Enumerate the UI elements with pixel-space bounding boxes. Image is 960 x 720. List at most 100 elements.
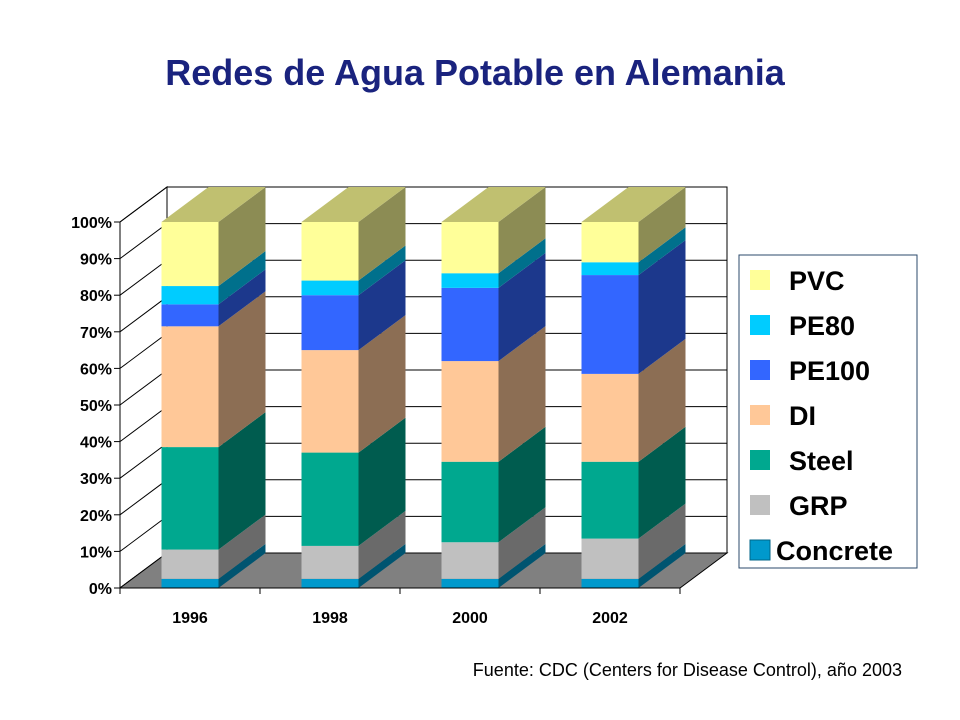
y-tick-label: 40% (80, 435, 112, 452)
legend-swatch (750, 450, 770, 470)
bar-face (161, 286, 219, 305)
legend-label: PE100 (789, 356, 870, 386)
bar-face (581, 222, 639, 263)
bar-di-2000 (441, 326, 546, 462)
bars (161, 187, 686, 588)
y-tick-label: 30% (80, 471, 112, 488)
bar-face (301, 545, 359, 579)
bar-stack-2002 (581, 187, 686, 588)
legend-label: Steel (789, 446, 854, 476)
bar-face (161, 578, 219, 588)
bar-pe80-1996 (161, 251, 266, 305)
bar-side (218, 514, 266, 579)
x-tick-label: 2000 (452, 610, 488, 627)
bar-face (581, 461, 639, 539)
legend-item-di: DI (750, 401, 816, 431)
bar-side (218, 251, 266, 305)
bar-side (358, 315, 406, 453)
bar-face (301, 280, 359, 296)
y-tick-label: 70% (80, 325, 112, 342)
bar-grp-2002 (581, 503, 686, 579)
bar-face (441, 578, 499, 588)
bar-face (161, 326, 219, 448)
bar-face (581, 262, 639, 276)
chart-title: Redes de Agua Potable en Alemania (165, 52, 785, 93)
bar-side (498, 326, 546, 462)
legend-item-grp: GRP (750, 491, 848, 521)
bar-pvc-1996 (161, 187, 266, 287)
y-tick-label: 100% (71, 215, 112, 232)
bar-face (301, 452, 359, 546)
bar-side (638, 503, 686, 579)
bar-top (581, 187, 686, 222)
y-axis: 0% 10% 20% 30% 40% 50% 60% 70% 80% 90% 100% (71, 215, 121, 598)
bar-pe100-2000 (441, 252, 546, 362)
bar-concrete-1996 (161, 543, 266, 588)
legend-label: GRP (789, 491, 848, 521)
bar-face (441, 273, 499, 288)
bar-face (581, 538, 639, 579)
bar-side (358, 245, 406, 296)
legend-item-concrete: Concrete (749, 536, 893, 566)
bar-side (638, 338, 686, 462)
bar-face (301, 578, 359, 588)
bar-side (358, 187, 406, 281)
bar-di-2002 (581, 338, 686, 462)
source-note: Fuente: CDC (Centers for Disease Control… (472, 660, 902, 680)
legend-swatch (750, 315, 770, 335)
legend-label: Concrete (776, 536, 893, 566)
bar-face (581, 275, 639, 374)
bar-face (441, 361, 499, 462)
bar-pvc-1998 (301, 187, 406, 281)
bar-face (301, 222, 359, 281)
legend-swatch (750, 405, 770, 425)
x-tick-label: 1998 (312, 610, 348, 627)
bar-face (161, 447, 219, 550)
bar-grp-1998 (301, 510, 406, 579)
y-tick-label: 10% (80, 544, 112, 561)
bar-di-1998 (301, 315, 406, 453)
bar-side (498, 426, 546, 543)
y-tick-label: 0% (89, 581, 112, 598)
legend-swatch (750, 495, 770, 515)
bar-top (301, 187, 406, 222)
bar-stack-1998 (301, 187, 406, 588)
bar-face (441, 542, 499, 579)
bar-stack-1996 (161, 187, 266, 588)
bar-grp-2000 (441, 507, 546, 579)
x-axis: 1996 1998 2000 2002 (119, 587, 681, 627)
legend-swatch (750, 360, 770, 380)
x-tick-label: 1996 (172, 610, 208, 627)
bar-face (301, 295, 359, 351)
y-tick-label: 80% (80, 288, 112, 305)
bar-face (441, 222, 499, 274)
bar-side (638, 543, 686, 588)
legend-item-pe80: PE80 (750, 311, 855, 341)
legend-label: DI (789, 401, 816, 431)
bar-side (218, 543, 266, 588)
bar-steel-1996 (161, 412, 266, 550)
bar-side (638, 227, 686, 276)
bar-stack-2000 (441, 187, 546, 588)
bar-face (581, 373, 639, 462)
bar-concrete-2002 (581, 543, 686, 588)
bar-pe80-1998 (301, 245, 406, 296)
bar-side (218, 412, 266, 550)
bar-side (218, 269, 266, 327)
legend-label: PVC (789, 266, 845, 296)
bar-face (161, 304, 219, 327)
bar-concrete-1998 (301, 543, 406, 588)
bar-face (301, 350, 359, 453)
bar-top (441, 187, 546, 222)
legend-item-pe100: PE100 (750, 356, 870, 386)
bar-side (498, 543, 546, 588)
bar-side (358, 543, 406, 588)
bar-pe100-1998 (301, 260, 406, 351)
bar-face (581, 578, 639, 588)
bar-concrete-2000 (441, 543, 546, 588)
bar-pvc-2000 (441, 187, 546, 274)
bar-side (358, 417, 406, 546)
bar-side (218, 187, 266, 287)
bar-side (218, 291, 266, 448)
